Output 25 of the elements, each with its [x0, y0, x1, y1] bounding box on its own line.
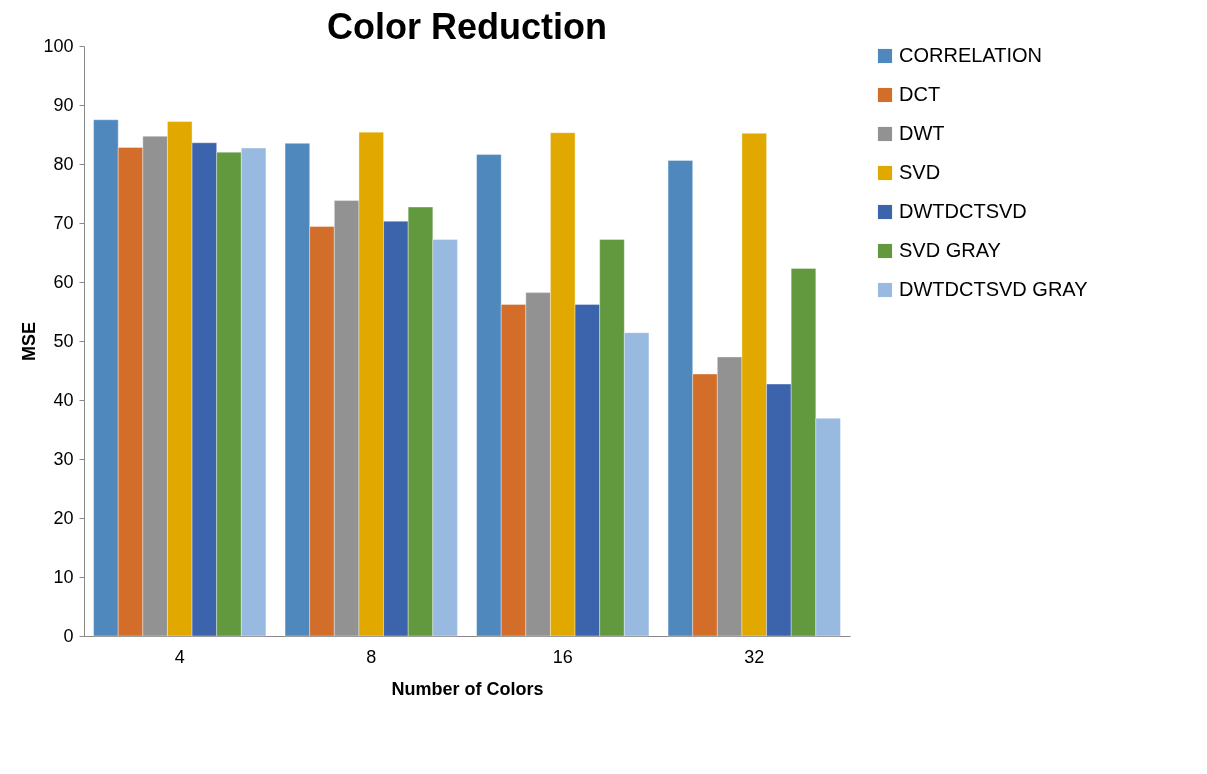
- chart-title: Color Reduction: [327, 6, 607, 47]
- y-tick-label: 70: [53, 212, 74, 233]
- x-tick-label: 4: [174, 646, 185, 667]
- y-tick-label: 10: [53, 566, 74, 587]
- y-tick-label: 90: [53, 94, 74, 115]
- legend-label: SVD: [899, 161, 941, 183]
- y-tick-label: 0: [63, 625, 74, 646]
- y-tick-label: 100: [43, 35, 74, 56]
- legend-label: SVD GRAY: [899, 239, 1001, 261]
- legend-label: DWTDCTSVD GRAY: [899, 278, 1088, 300]
- legend-label: DWT: [899, 122, 945, 144]
- y-tick-label: 80: [53, 153, 74, 174]
- y-tick-label: 60: [53, 271, 74, 292]
- y-axis-title: MSE: [19, 321, 40, 362]
- legend-label: CORRELATION: [899, 44, 1042, 66]
- x-axis-title: Number of Colors: [391, 678, 544, 699]
- y-tick-label: 20: [53, 507, 74, 528]
- y-tick-label: 50: [53, 330, 74, 351]
- x-tick-label: 32: [744, 646, 765, 667]
- x-tick-label: 8: [366, 646, 377, 667]
- x-tick-label: 16: [552, 646, 573, 667]
- legend-label: DWTDCTSVD: [899, 200, 1027, 222]
- y-tick-label: 40: [53, 389, 74, 410]
- legend-label: DCT: [899, 83, 941, 105]
- y-tick-label: 30: [53, 448, 74, 469]
